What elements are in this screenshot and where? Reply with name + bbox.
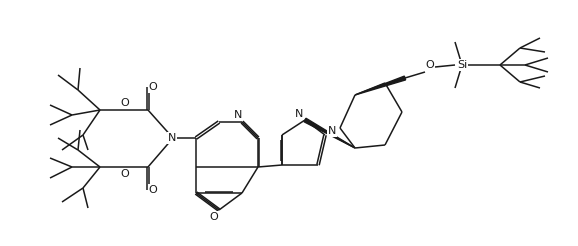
- Text: N: N: [168, 133, 176, 143]
- Polygon shape: [355, 76, 406, 95]
- Text: O: O: [121, 98, 129, 108]
- Text: O: O: [121, 169, 129, 179]
- Text: O: O: [425, 60, 435, 70]
- Text: O: O: [149, 82, 157, 92]
- Polygon shape: [304, 118, 355, 148]
- Text: Si: Si: [457, 60, 467, 70]
- Text: O: O: [149, 185, 157, 195]
- Text: N: N: [295, 109, 303, 119]
- Text: N: N: [328, 126, 336, 136]
- Text: O: O: [210, 212, 218, 222]
- Text: N: N: [234, 110, 242, 120]
